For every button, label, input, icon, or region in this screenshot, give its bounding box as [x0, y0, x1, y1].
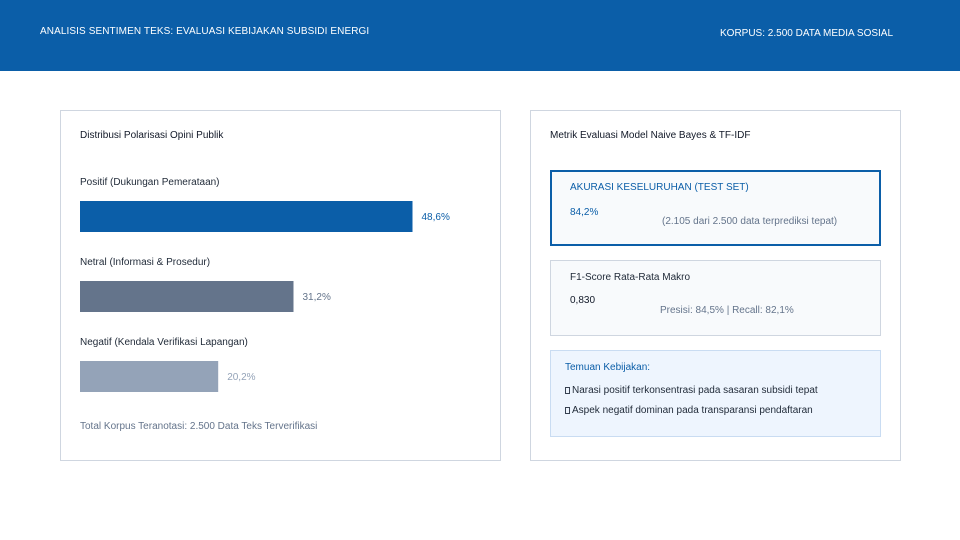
model-metrics-panel: Metrik Evaluasi Model Naive Bayes & TF-I… — [530, 110, 901, 461]
value-label: 31,2% — [303, 292, 331, 303]
finding-text: Aspek negatif dominan pada transparansi … — [572, 405, 813, 416]
bar — [80, 281, 294, 312]
bar — [80, 201, 413, 232]
f1-detail: Presisi: 84,5% | Recall: 82,1% — [660, 305, 794, 316]
accuracy-value: 84,2% — [570, 207, 599, 218]
bullet-icon — [565, 387, 570, 394]
bar — [80, 361, 219, 392]
category-label: Positif (Dukungan Pemerataan) — [80, 177, 220, 188]
bar-chart-svg: Positif (Dukungan Pemerataan) 48,6% Netral… — [80, 177, 450, 392]
accuracy-card: AKURASI KESELURUHAN (TEST SET) 84,2% (2.… — [550, 170, 881, 246]
value-label: 48,6% — [422, 212, 450, 223]
value-label: 20,2% — [227, 372, 255, 383]
finding-item: Narasi positif terkonsentrasi pada sasar… — [565, 385, 818, 405]
metrics-title: Metrik Evaluasi Model Naive Bayes & TF-I… — [550, 130, 751, 141]
sentiment-distribution-panel: Distribusi Polarisasi Opini Publik Posit… — [60, 110, 501, 461]
accuracy-detail: (2.105 dari 2.500 data terprediksi tepat… — [662, 216, 838, 227]
chart-title: Distribusi Polarisasi Opini Publik — [80, 130, 224, 141]
finding-text: Narasi positif terkonsentrasi pada sasar… — [572, 385, 818, 396]
page-title: ANALISIS SENTIMEN TEKS: EVALUASI KEBIJAK… — [40, 26, 370, 37]
category-label: Netral (Informasi & Prosedur) — [80, 257, 210, 268]
bullet-icon — [565, 407, 570, 414]
corpus-info: KORPUS: 2.500 DATA MEDIA SOSIAL — [720, 28, 894, 39]
finding-item: Aspek negatif dominan pada transparansi … — [565, 405, 818, 425]
category-label: Negatif (Kendala Verifikasi Lapangan) — [80, 337, 248, 348]
findings-title: Temuan Kebijakan: — [565, 362, 651, 373]
f1-value: 0,830 — [570, 295, 596, 306]
f1-score-card: F1-Score Rata-Rata Makro 0,830 Presisi: … — [550, 260, 881, 336]
header-bar: ANALISIS SENTIMEN TEKS: EVALUASI KEBIJAK… — [0, 0, 960, 71]
total-corpus-note: Total Korpus Teranotasi: 2.500 Data Teks… — [80, 421, 318, 432]
accuracy-label: AKURASI KESELURUHAN (TEST SET) — [570, 182, 749, 193]
findings-list: Narasi positif terkonsentrasi pada sasar… — [565, 385, 818, 425]
policy-findings-card: Temuan Kebijakan: Narasi positif terkons… — [550, 350, 881, 437]
sentiment-bar-chart: Positif (Dukungan Pemerataan) 48,6% Netral… — [80, 171, 480, 401]
f1-label: F1-Score Rata-Rata Makro — [570, 272, 691, 283]
